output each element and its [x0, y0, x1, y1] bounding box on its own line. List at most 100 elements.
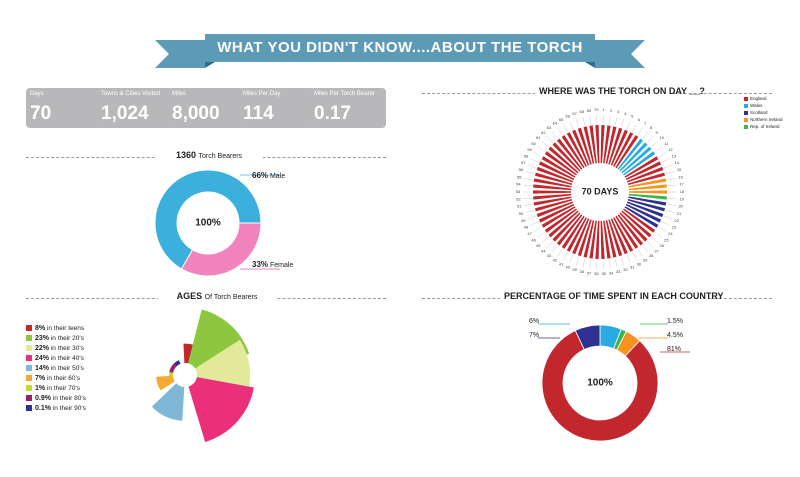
rose-slice-6: [156, 375, 175, 391]
legend-label: in their 80's: [52, 395, 86, 402]
stat-miles-per-bearer: Miles Per Torch Bearer 0.17: [310, 88, 386, 128]
day-tick: [665, 209, 675, 213]
day-tick: [632, 124, 637, 133]
ages-legend-item: 8% in their teens: [26, 325, 84, 335]
day-segment-14: [626, 166, 664, 183]
legend-label: England: [750, 96, 767, 101]
day-label: 69: [587, 108, 592, 113]
stat-label: Miles Per Day: [243, 91, 281, 97]
rose-slice-9: [173, 360, 181, 367]
day-label: 17: [679, 182, 684, 187]
day-segment-68: [583, 126, 595, 164]
male-text: Male: [269, 173, 286, 180]
torch-legend-item: England: [744, 96, 767, 101]
day-label: 58: [524, 153, 529, 158]
day-segment-20: [628, 196, 667, 206]
title-banner: WHAT YOU DIDN'T KNOW....ABOUT THE TORCH: [155, 34, 645, 68]
day-label: 21: [677, 211, 682, 216]
legend-label: in their 60's: [46, 375, 80, 382]
day-label: 4: [624, 111, 627, 116]
day-label: 32: [623, 267, 628, 272]
ages-legend-item: 7% in their 60's: [26, 375, 80, 385]
day-tick: [642, 245, 649, 253]
day-tick: [527, 215, 537, 220]
legend-swatch: [26, 355, 32, 362]
day-tick: [563, 251, 568, 260]
day-label: 44: [541, 248, 546, 253]
day-segment-52: [533, 193, 572, 200]
day-tick: [576, 256, 580, 266]
day-segment-34: [603, 220, 611, 259]
day-label: 25: [664, 237, 669, 242]
day-segment-61: [548, 146, 579, 174]
day-segment-35: [600, 220, 605, 259]
day-tick: [551, 131, 558, 139]
day-tick: [537, 146, 546, 153]
day-segment-2: [603, 125, 611, 164]
stat-value: 70: [30, 103, 52, 124]
day-segment-59: [541, 156, 576, 178]
day-segment-32: [608, 219, 623, 257]
day-label: 19: [679, 196, 684, 201]
legend-label: Northern Ireland: [750, 117, 783, 122]
day-label: 48: [524, 225, 529, 230]
legend-pct: 23%: [35, 335, 50, 342]
rose-slice-5: [151, 383, 185, 421]
country-slice-england: [541, 329, 659, 442]
day-segment-1: [600, 125, 605, 164]
day-segment-9: [619, 142, 648, 172]
legend-label: in their 50's: [50, 365, 84, 372]
country-center-label: 100%: [587, 378, 613, 389]
stat-value: 114: [243, 103, 274, 124]
day-tick: [626, 254, 631, 263]
day-label: 66: [566, 114, 571, 119]
england-label: 81%: [667, 346, 682, 353]
day-tick: [642, 131, 649, 139]
day-label: 49: [521, 218, 526, 223]
ages-legend-item: 14% in their 50's: [26, 365, 84, 375]
torch-day-radial-chart: 1 2 3 4567891011121314151617181920212223242…: [516, 107, 685, 276]
day-segment-26: [621, 210, 652, 238]
day-segment-5: [610, 129, 628, 166]
day-tick: [661, 158, 670, 163]
banner-body: [205, 34, 595, 62]
legend-pct: 7%: [35, 375, 46, 382]
wales-label: 6%: [529, 318, 540, 325]
day-label: 1: [603, 107, 606, 112]
rose-center: [173, 363, 197, 387]
day-tick: [661, 221, 670, 226]
banner-left-tail: [155, 40, 205, 68]
day-label: 50: [519, 211, 524, 216]
day-segment-28: [617, 214, 644, 246]
day-tick: [527, 164, 537, 169]
day-tick: [563, 124, 568, 133]
legend-pct: 22%: [35, 345, 50, 352]
legend-label: Scotland: [750, 110, 768, 115]
day-segment-15: [627, 172, 666, 185]
day-label: 18: [680, 189, 685, 194]
legend-swatch: [744, 96, 748, 101]
day-label: 63: [547, 125, 552, 130]
day-segment-23: [625, 203, 662, 223]
day-label: 10: [660, 135, 665, 140]
day-label: 15: [677, 167, 682, 172]
day-tick: [626, 121, 631, 130]
day-label: 64: [553, 121, 558, 126]
rose-slice-7: [169, 371, 174, 377]
day-label: 31: [630, 264, 635, 269]
day-segment-44: [552, 212, 581, 242]
day-tick: [620, 118, 624, 128]
country-time-donut-chart: 100%: [538, 323, 690, 442]
day-tick: [525, 171, 535, 175]
day-label: 52: [516, 196, 521, 201]
day-segment-66: [572, 129, 590, 166]
day-segment-60: [544, 151, 577, 176]
day-label: 7: [644, 121, 647, 126]
day-segment-41: [566, 217, 587, 252]
day-segment-54: [533, 184, 572, 191]
donut-slice-male: [154, 169, 262, 270]
day-label: 33: [616, 269, 621, 274]
day-tick: [614, 116, 618, 126]
day-segment-21: [627, 199, 666, 212]
day-tick: [582, 116, 586, 126]
